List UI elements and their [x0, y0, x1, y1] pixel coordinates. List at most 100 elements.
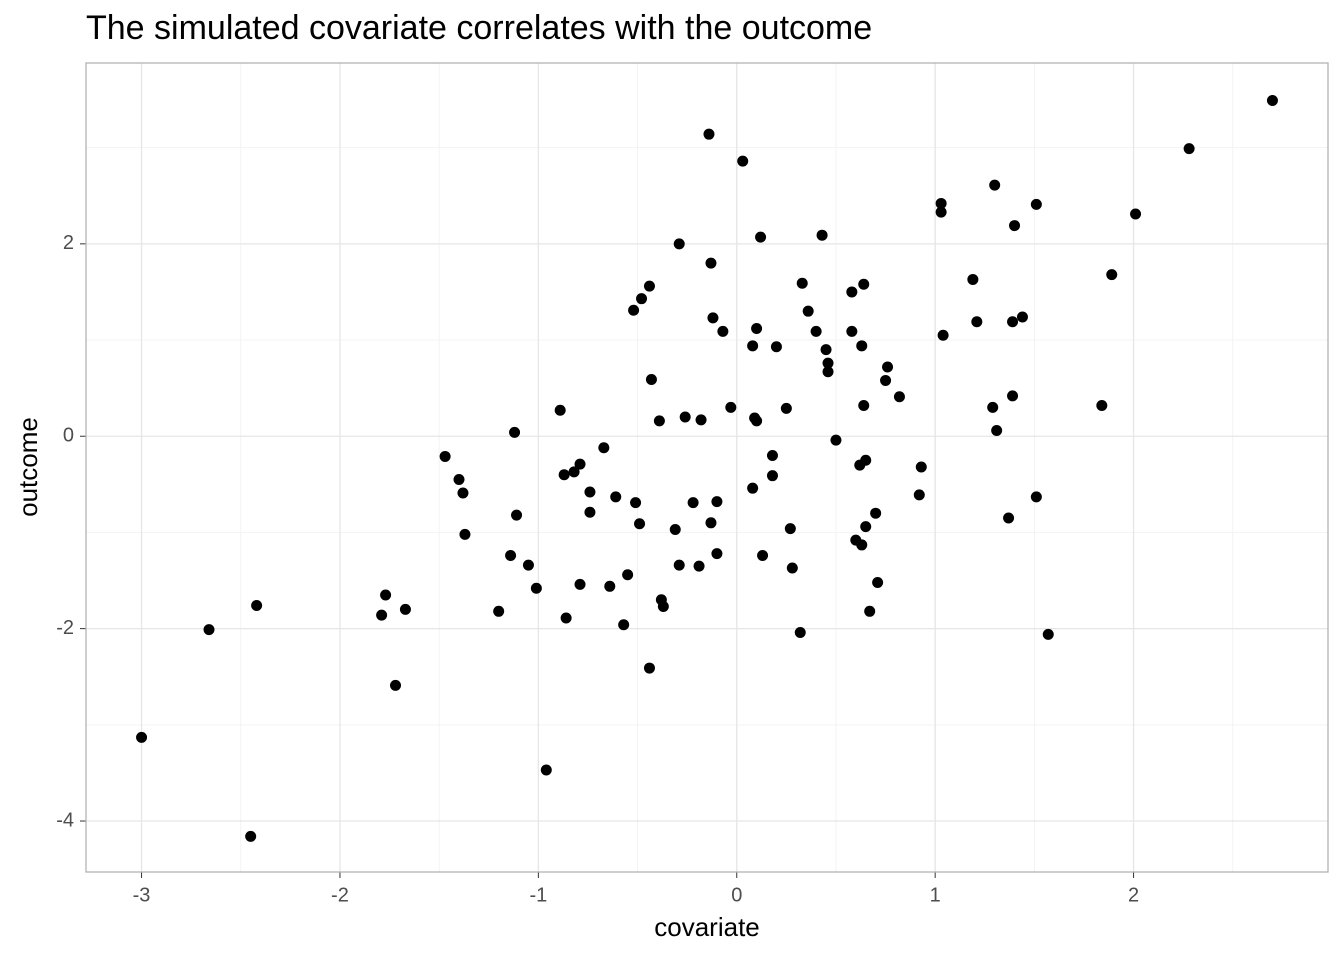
point — [784, 523, 796, 535]
point — [846, 325, 858, 337]
point — [737, 155, 749, 167]
point — [830, 434, 842, 446]
point — [1266, 95, 1278, 107]
x-tick-label: 2 — [1128, 884, 1139, 906]
point — [643, 280, 655, 292]
point — [376, 609, 388, 621]
point — [1003, 512, 1015, 524]
point — [711, 496, 723, 508]
point — [245, 830, 257, 842]
point — [568, 466, 580, 478]
point — [822, 366, 834, 378]
point — [251, 600, 263, 612]
point — [820, 344, 832, 356]
point — [630, 497, 642, 509]
point — [598, 442, 610, 454]
point — [693, 560, 705, 572]
point — [751, 415, 763, 427]
point — [856, 340, 868, 352]
point — [794, 626, 806, 638]
point — [695, 414, 707, 426]
x-tick-label: -2 — [331, 884, 349, 906]
point — [822, 357, 834, 369]
point — [657, 601, 669, 613]
point — [703, 128, 715, 140]
point — [1030, 491, 1042, 503]
point — [935, 206, 947, 218]
y-axis-title: outcome — [13, 417, 43, 517]
point — [669, 524, 681, 536]
point — [610, 491, 622, 503]
point — [1007, 390, 1019, 402]
x-tick-label: 1 — [930, 884, 941, 906]
point — [987, 401, 999, 413]
point — [971, 316, 983, 328]
point — [679, 411, 691, 423]
point — [810, 325, 822, 337]
point — [860, 521, 872, 533]
point — [643, 662, 655, 674]
point — [893, 391, 905, 403]
point — [1183, 143, 1195, 155]
point — [937, 329, 949, 341]
x-tick-label: 0 — [731, 884, 742, 906]
x-tick-label: -1 — [529, 884, 547, 906]
point — [574, 578, 586, 590]
point — [203, 624, 215, 636]
point — [705, 257, 717, 269]
plot-border — [85, 62, 1329, 873]
point — [540, 764, 552, 776]
point — [751, 322, 763, 334]
point — [522, 559, 534, 571]
point — [717, 325, 729, 337]
point — [453, 474, 465, 486]
point — [766, 470, 778, 482]
point — [618, 619, 630, 631]
point — [858, 399, 870, 411]
point — [634, 518, 646, 530]
point — [856, 539, 868, 551]
point — [1106, 269, 1118, 281]
point — [711, 548, 723, 560]
point — [755, 231, 767, 243]
point — [786, 562, 798, 574]
point — [915, 461, 927, 473]
point — [673, 559, 685, 571]
point — [530, 582, 542, 594]
point — [653, 415, 665, 427]
point — [511, 509, 523, 521]
point — [645, 373, 657, 385]
y-tick-label: -2 — [56, 617, 74, 639]
point — [860, 454, 872, 466]
y-tick-label: 2 — [63, 232, 74, 254]
point — [636, 293, 648, 305]
point — [1096, 399, 1108, 411]
point — [766, 449, 778, 461]
chart-title: The simulated covariate correlates with … — [86, 9, 872, 47]
point — [1016, 311, 1028, 323]
point — [399, 603, 411, 615]
point — [858, 278, 870, 290]
point — [991, 424, 1003, 436]
point — [770, 341, 782, 353]
point — [870, 507, 882, 519]
point — [967, 273, 979, 285]
point — [457, 487, 469, 499]
point — [604, 580, 616, 592]
point — [757, 550, 769, 562]
point — [780, 402, 792, 414]
point — [584, 506, 596, 518]
y-tick-label: -4 — [56, 809, 74, 831]
point — [509, 426, 521, 438]
point — [622, 569, 634, 581]
point — [1030, 198, 1042, 210]
point — [136, 731, 148, 743]
point — [725, 401, 737, 413]
point — [554, 404, 566, 416]
point — [1042, 628, 1054, 640]
point — [560, 612, 572, 624]
point — [390, 679, 402, 691]
point — [1007, 316, 1019, 328]
point — [796, 277, 808, 289]
